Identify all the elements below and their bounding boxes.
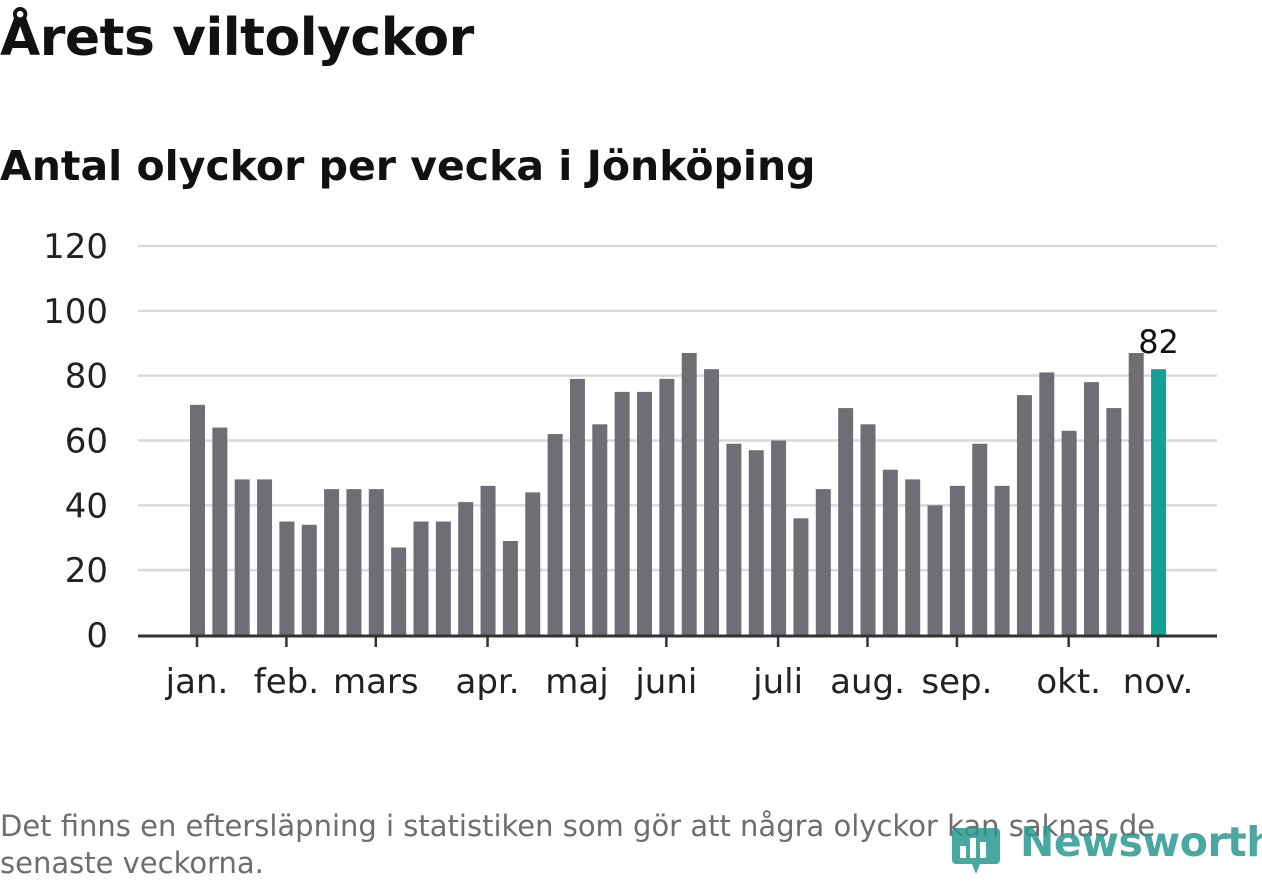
bar [614,391,630,635]
bar [972,443,988,635]
chart-icon [952,828,1000,874]
bar [1106,408,1122,635]
bars [190,352,1167,635]
bar [368,489,384,635]
bar [592,424,608,635]
bar [771,440,787,635]
y-tick-label: 80 [65,357,108,397]
bar [346,489,362,635]
bar [949,485,965,635]
x-tick-label: feb. [254,662,319,702]
bar [435,521,451,635]
bar [1039,372,1055,635]
bar [882,469,898,635]
bar [704,369,720,635]
x-tick-label: juli [752,662,803,702]
bar [569,378,585,635]
bar [502,540,518,635]
bar [748,450,764,635]
bar [838,408,854,635]
bar [994,485,1010,635]
bar [212,427,228,635]
bar [637,391,652,635]
y-axis-ticks: 0 20 40 60 80 100 120 [43,227,108,656]
bar [1128,352,1144,635]
bar [927,505,943,635]
bar [234,479,250,635]
x-axis: jan. feb. mars apr. maj juni juli aug. sep. okt. n… [138,634,1217,702]
bar [279,521,295,635]
x-tick-label: aug. [830,662,905,702]
bar [1151,369,1167,635]
chart-title: Årets viltolyckor [0,8,474,68]
bar [391,547,407,635]
x-tick-label: jan. [165,662,229,702]
bar [1084,382,1099,635]
data-label: 82 [1138,323,1179,361]
x-tick-label: apr. [456,662,520,702]
x-tick-label: juni [634,662,697,702]
annotations: 82 [1138,323,1179,361]
x-tick-label: maj [545,662,608,702]
newsworthy-logo: Newsworthy [950,818,1262,878]
chart-subtitle: Antal olyckor per vecka i Jönköping [0,142,816,190]
bar [793,518,809,635]
bar [413,521,429,635]
x-tick-label: mars [333,662,419,702]
bar [1061,430,1077,635]
bar [659,378,675,635]
grid-lines [138,244,1217,572]
bar [458,502,474,635]
y-tick-label: 60 [65,422,108,462]
y-tick-label: 40 [65,486,108,526]
y-tick-label: 100 [43,292,108,332]
bar [480,485,496,635]
x-tick-label: nov. [1123,662,1194,702]
bar [860,424,876,635]
bar [324,489,340,635]
bar [681,352,697,635]
y-tick-label: 0 [86,616,108,656]
bar [815,489,831,635]
x-tick-label: sep. [921,662,992,702]
bar [905,479,921,635]
y-tick-label: 120 [43,227,108,267]
bar [547,434,563,635]
bar [1016,395,1032,635]
bar [190,404,205,635]
x-tick-label: okt. [1036,662,1101,702]
bar [301,524,317,635]
y-tick-label: 20 [65,551,108,591]
bar [726,443,742,635]
bar [257,479,273,635]
bar [525,492,541,635]
logo-text: Newsworthy [1020,818,1262,866]
